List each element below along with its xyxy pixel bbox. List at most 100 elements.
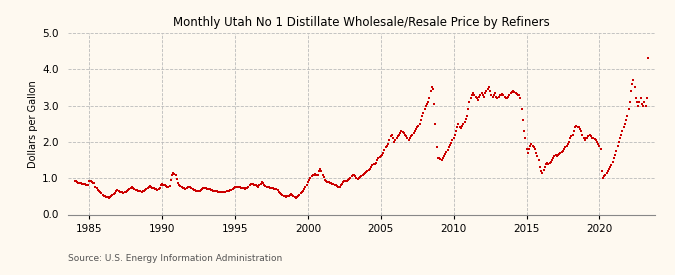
Point [437, 156, 448, 160]
Point [287, 192, 298, 197]
Point [240, 186, 251, 191]
Point [311, 172, 322, 177]
Point [138, 188, 149, 193]
Point [148, 186, 159, 191]
Point [277, 193, 288, 197]
Point [155, 185, 165, 190]
Point [543, 161, 554, 166]
Point [90, 185, 101, 189]
Point [103, 196, 114, 200]
Point [305, 176, 316, 180]
Point [384, 138, 395, 142]
Point [89, 181, 100, 185]
Point [427, 87, 438, 92]
Point [200, 186, 211, 190]
Point [588, 136, 599, 141]
Point [472, 98, 483, 102]
Point [84, 179, 95, 183]
Point [398, 130, 408, 134]
Point [492, 96, 503, 101]
Point [259, 183, 269, 187]
Point [624, 100, 635, 104]
Point [361, 169, 372, 174]
Point [567, 133, 578, 137]
Point [163, 185, 173, 189]
Point [485, 89, 495, 93]
Point [597, 176, 608, 180]
Point [111, 189, 122, 194]
Point [548, 156, 559, 160]
Point [319, 178, 330, 182]
Point [100, 194, 111, 199]
Point [310, 172, 321, 176]
Point [316, 169, 327, 173]
Point [130, 188, 141, 192]
Point [419, 107, 430, 111]
Point [445, 143, 456, 147]
Point [276, 192, 287, 196]
Point [446, 141, 456, 145]
Point [96, 191, 107, 196]
Point [327, 182, 338, 186]
Point [122, 189, 132, 193]
Point [600, 172, 611, 177]
Point [211, 189, 222, 194]
Point [448, 136, 459, 141]
Point [435, 157, 446, 161]
Point [452, 125, 462, 130]
Point [574, 127, 585, 131]
Point [73, 180, 84, 185]
Point [158, 183, 169, 187]
Point [486, 92, 497, 97]
Point [211, 189, 221, 194]
Point [587, 135, 597, 140]
Point [356, 174, 367, 178]
Point [433, 156, 444, 160]
Point [513, 92, 524, 97]
Point [460, 117, 471, 122]
Point [157, 182, 167, 186]
Point [578, 136, 589, 141]
Point [250, 183, 261, 188]
Point [244, 183, 255, 188]
Point [447, 138, 458, 142]
Point [593, 142, 603, 146]
Point [431, 145, 442, 150]
Point [469, 92, 480, 97]
Point [165, 178, 176, 182]
Point [407, 133, 418, 137]
Text: Source: U.S. Energy Information Administration: Source: U.S. Energy Information Administ… [68, 254, 281, 263]
Point [615, 136, 626, 141]
Point [396, 129, 407, 133]
Point [497, 92, 508, 96]
Point [617, 129, 628, 133]
Point [623, 107, 634, 111]
Point [580, 136, 591, 141]
Point [573, 125, 584, 130]
Point [255, 182, 266, 186]
Point [537, 170, 547, 175]
Point [468, 91, 479, 95]
Point [102, 195, 113, 200]
Point [286, 192, 296, 196]
Point [539, 165, 550, 169]
Point [418, 111, 429, 115]
Point [527, 143, 538, 148]
Point [641, 96, 652, 101]
Point [463, 107, 474, 111]
Point [529, 145, 539, 150]
Point [120, 189, 131, 194]
Point [164, 184, 175, 188]
Point [272, 188, 283, 192]
Point [138, 189, 148, 194]
Point [450, 133, 460, 137]
Point [389, 140, 400, 144]
Point [453, 122, 464, 127]
Point [124, 187, 135, 191]
Point [639, 100, 649, 104]
Point [86, 180, 97, 185]
Point [300, 185, 311, 189]
Point [602, 169, 613, 173]
Point [101, 195, 112, 199]
Point [258, 180, 269, 185]
